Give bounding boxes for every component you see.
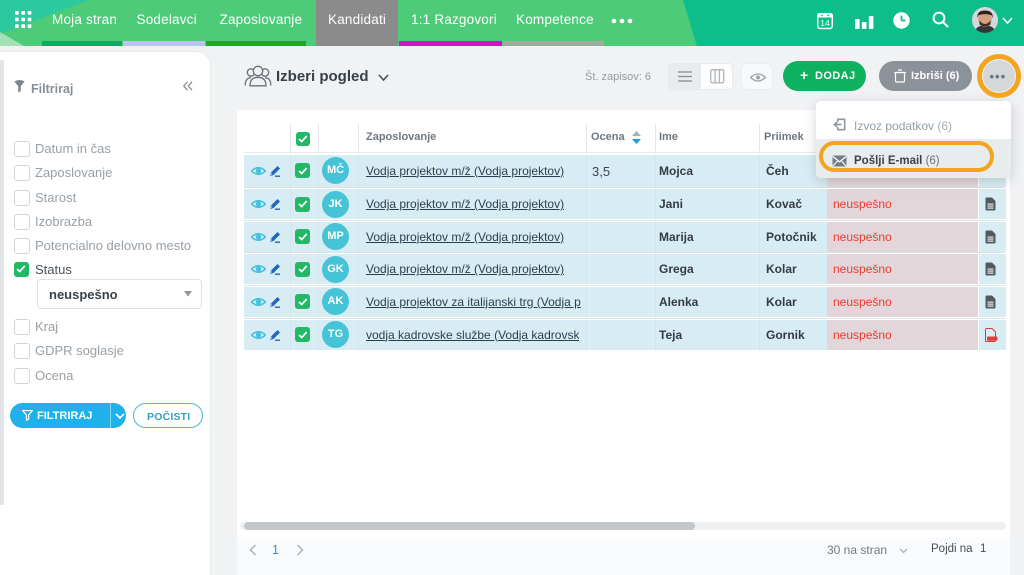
- svg-text:14: 14: [820, 18, 830, 28]
